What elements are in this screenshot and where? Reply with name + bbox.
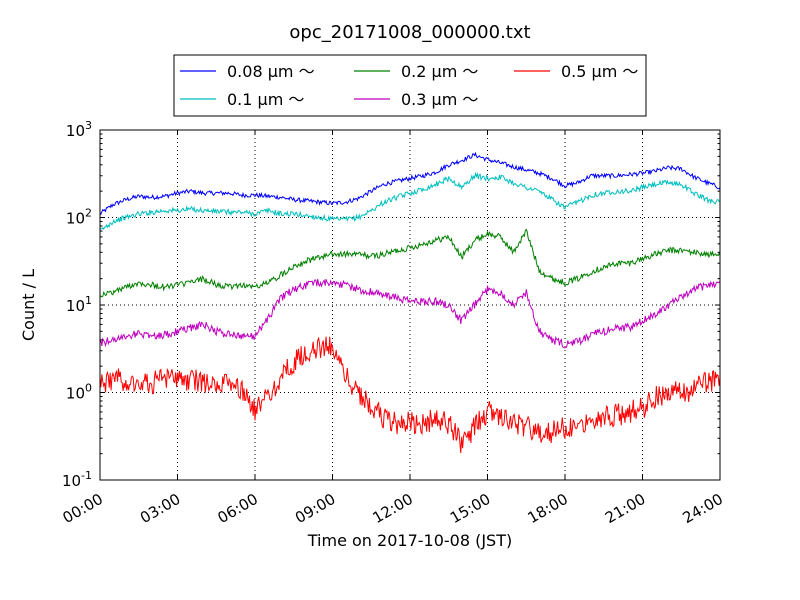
y-axis-label: Count / L	[19, 269, 38, 341]
x-tick-label: 09:00	[292, 490, 338, 527]
legend-label: 0.2 μm ～	[401, 62, 478, 81]
legend-label: 0.5 μm ～	[561, 62, 638, 81]
x-tick-label: 21:00	[602, 490, 648, 527]
y-tick-label: 103	[66, 119, 92, 140]
x-tick-label: 03:00	[137, 490, 183, 527]
y-tick-label: 10-1	[62, 469, 92, 490]
series-line-0-1	[99, 171, 721, 231]
y-tick-label: 100	[66, 382, 92, 403]
x-tick-label: 24:00	[680, 490, 726, 527]
legend-label: 0.08 μm ～	[227, 62, 315, 81]
legend-box	[173, 54, 647, 117]
legend-label: 0.3 μm ～	[401, 90, 478, 109]
x-tick-label: 12:00	[370, 490, 416, 527]
x-tick-label: 15:00	[447, 490, 493, 527]
y-tick-label: 101	[66, 294, 92, 315]
chart-title: opc_20171008_000000.txt	[289, 22, 530, 43]
legend-label: 0.1 μm ～	[227, 90, 304, 109]
series-line-0-5	[99, 336, 721, 453]
x-tick-label: 18:00	[525, 490, 571, 527]
grid-lines	[100, 130, 720, 480]
y-tick-label: 102	[66, 207, 92, 228]
series-line-0-2	[99, 228, 721, 298]
series-line-0-3	[99, 278, 721, 349]
x-tick-label: 00:00	[60, 490, 106, 527]
series-line-0-08	[99, 151, 721, 215]
legend: 0.08 μm ～ 0.1 μm ～ 0.2 μm ～ 0.3 μm ～ 0.5 μm …	[173, 54, 647, 117]
series-layer	[99, 151, 721, 453]
x-axis-label: Time on 2017-10-08 (JST)	[307, 531, 512, 550]
x-tick-label: 06:00	[215, 490, 261, 527]
